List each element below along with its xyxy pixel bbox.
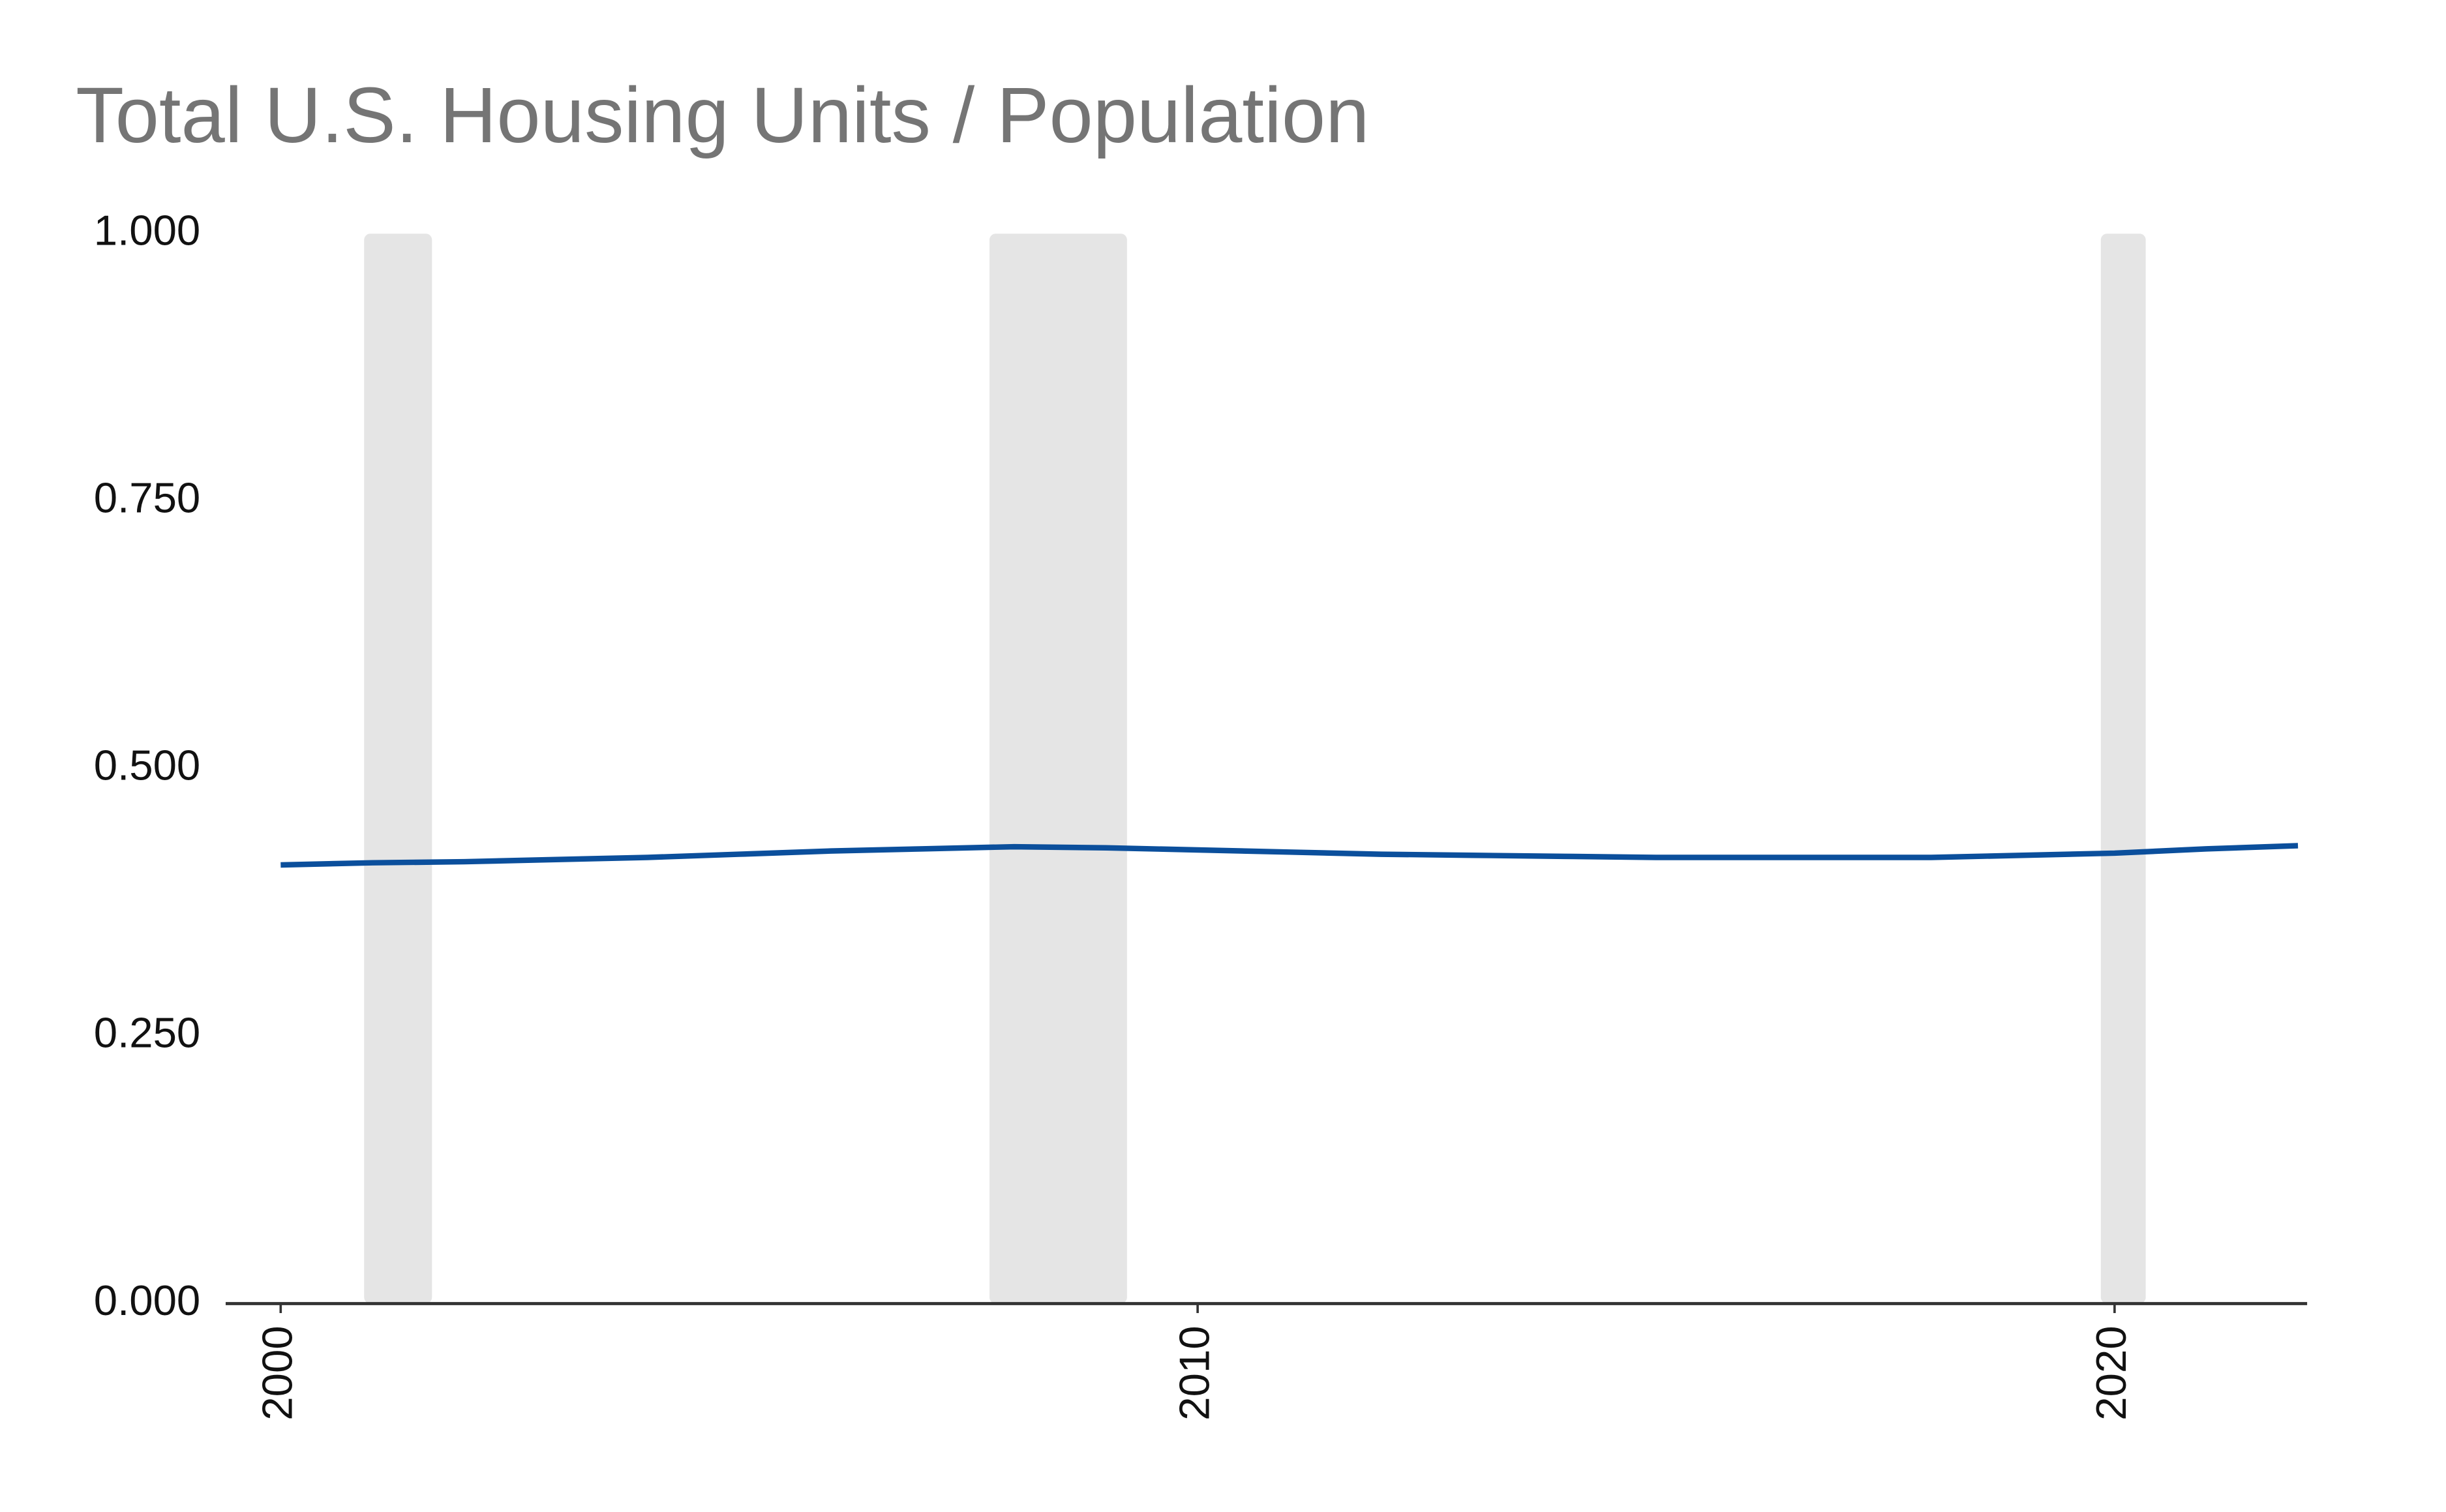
y-tick-label: 0.250 (94, 1009, 200, 1057)
line-series (280, 843, 2299, 868)
recession-band (2100, 234, 2146, 1304)
recession-band (364, 234, 432, 1304)
y-tick-label: 1.000 (94, 206, 200, 254)
x-tick-label: 2000 (254, 1325, 301, 1420)
x-tick-label: 2020 (2087, 1325, 2135, 1420)
recession-band (989, 234, 1127, 1304)
x-tick-label: 2010 (1170, 1325, 1218, 1420)
y-tick-label: 0.750 (94, 474, 200, 522)
chart-title: Total U.S. Housing Units / Population (76, 70, 1369, 159)
y-tick-label: 0.500 (94, 742, 200, 789)
y-tick-label: 0.000 (94, 1277, 200, 1324)
